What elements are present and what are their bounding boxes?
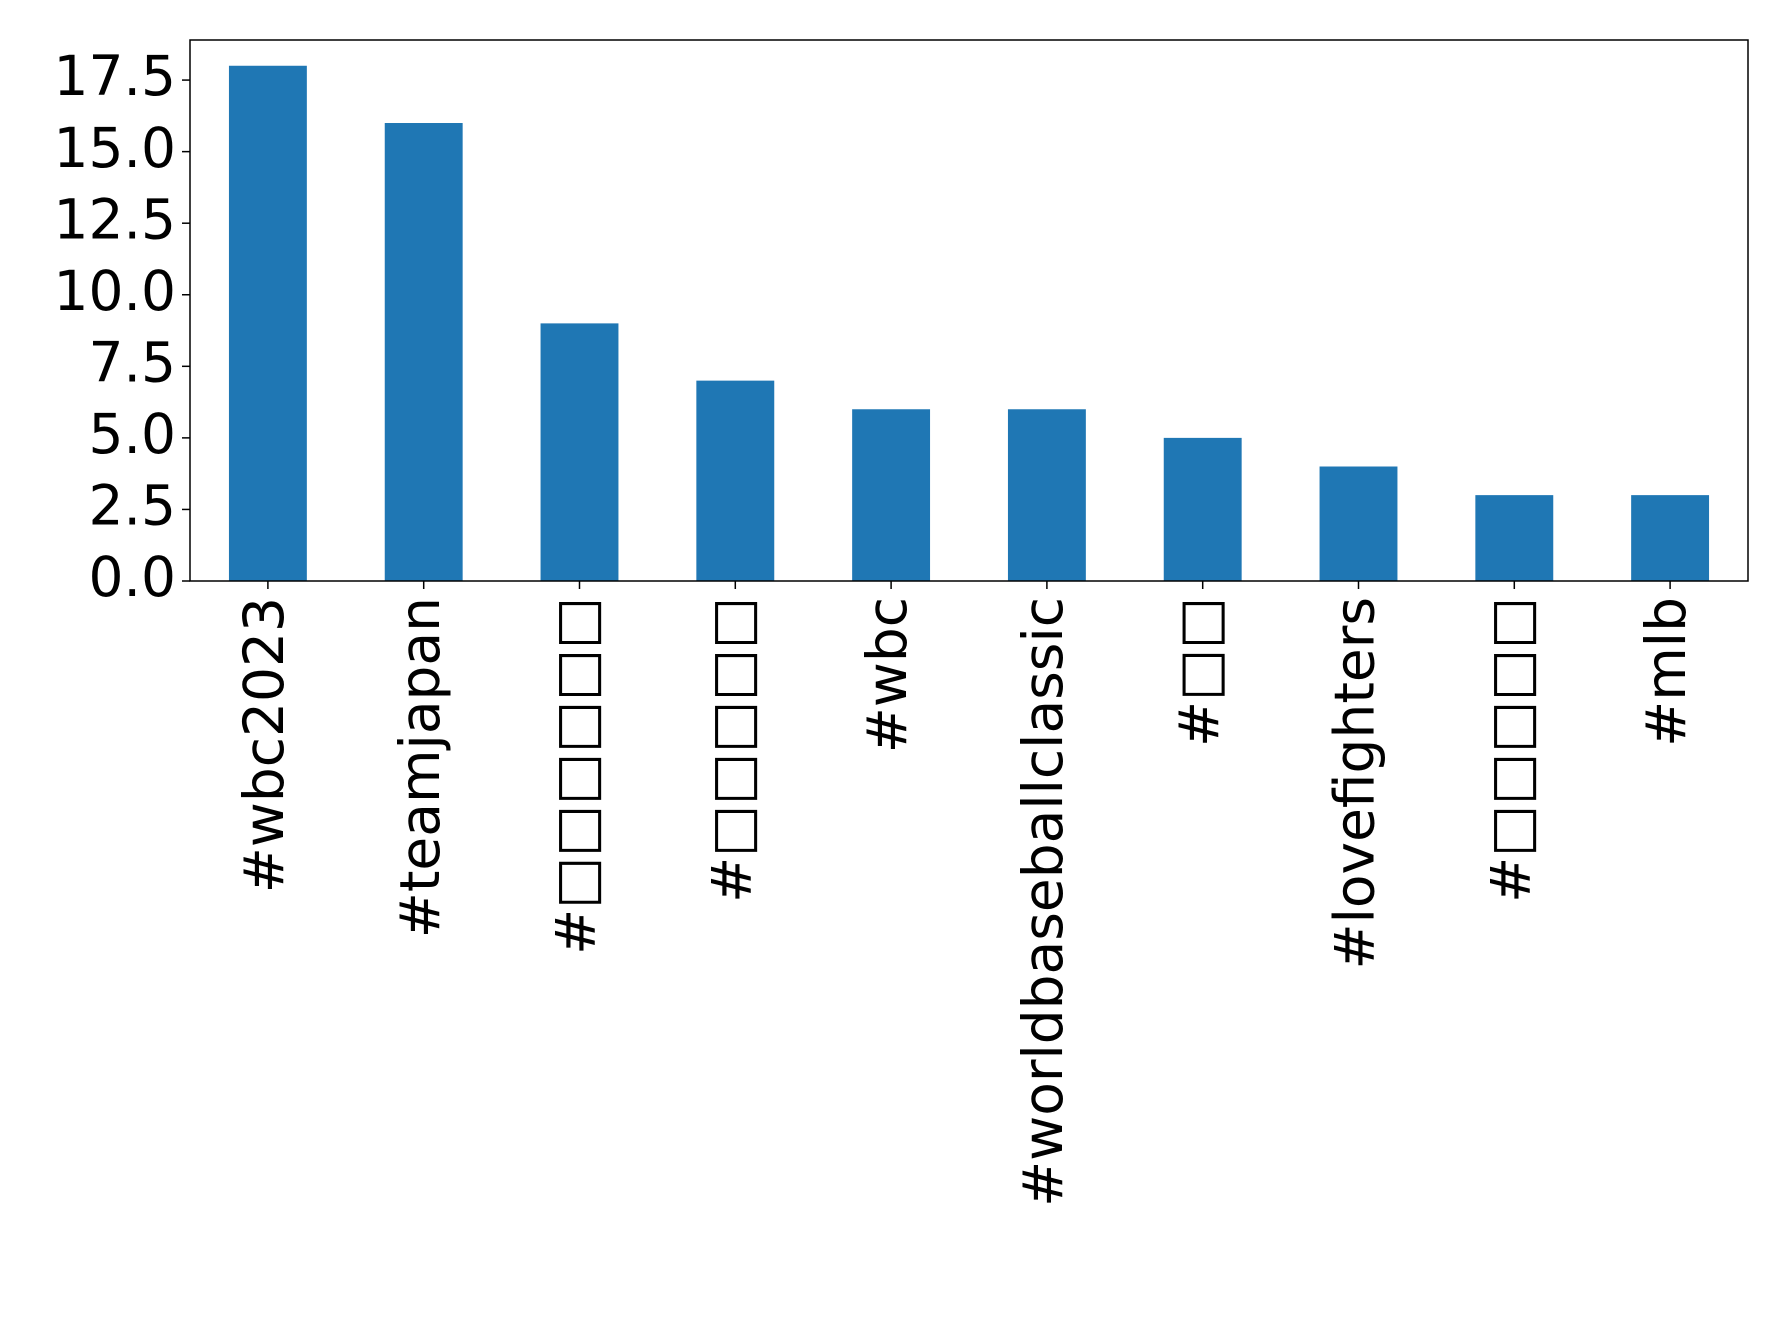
x-tick-label: #□□□□□□ — [544, 597, 608, 955]
y-tick-label: 2.5 — [89, 474, 176, 538]
x-tick-label: #□□ — [1167, 597, 1231, 747]
bar — [1007, 409, 1086, 581]
y-tick-label: 12.5 — [54, 187, 176, 251]
x-tick-label: #teamjapan — [388, 597, 452, 938]
bar — [384, 123, 463, 581]
y-tick-label: 10.0 — [54, 259, 176, 323]
x-tick-label: #mlb — [1634, 597, 1698, 747]
y-tick-label: 0.0 — [89, 545, 176, 609]
axes-frame — [189, 39, 1749, 582]
y-tick-label: 15.0 — [54, 116, 176, 180]
x-tick-label: #□□□□□ — [1478, 597, 1542, 903]
bar — [1631, 495, 1710, 581]
bar — [696, 380, 775, 581]
y-tick-label: 5.0 — [89, 402, 176, 466]
x-tick-label: #□□□□□ — [699, 597, 763, 903]
bar — [228, 65, 307, 581]
y-tick-label: 17.5 — [54, 44, 176, 108]
x-tick-label: #wbc — [855, 597, 919, 753]
x-tick-label: #wbc2023 — [232, 597, 296, 893]
x-tick-label: #worldbaseballclassic — [1011, 597, 1075, 1207]
bar — [540, 323, 619, 581]
y-tick-label: 7.5 — [89, 330, 176, 394]
bar — [852, 409, 931, 581]
bar — [1475, 495, 1554, 581]
bar — [1319, 466, 1398, 581]
x-tick-label: #lovefighters — [1323, 597, 1387, 970]
bar — [1163, 437, 1242, 581]
